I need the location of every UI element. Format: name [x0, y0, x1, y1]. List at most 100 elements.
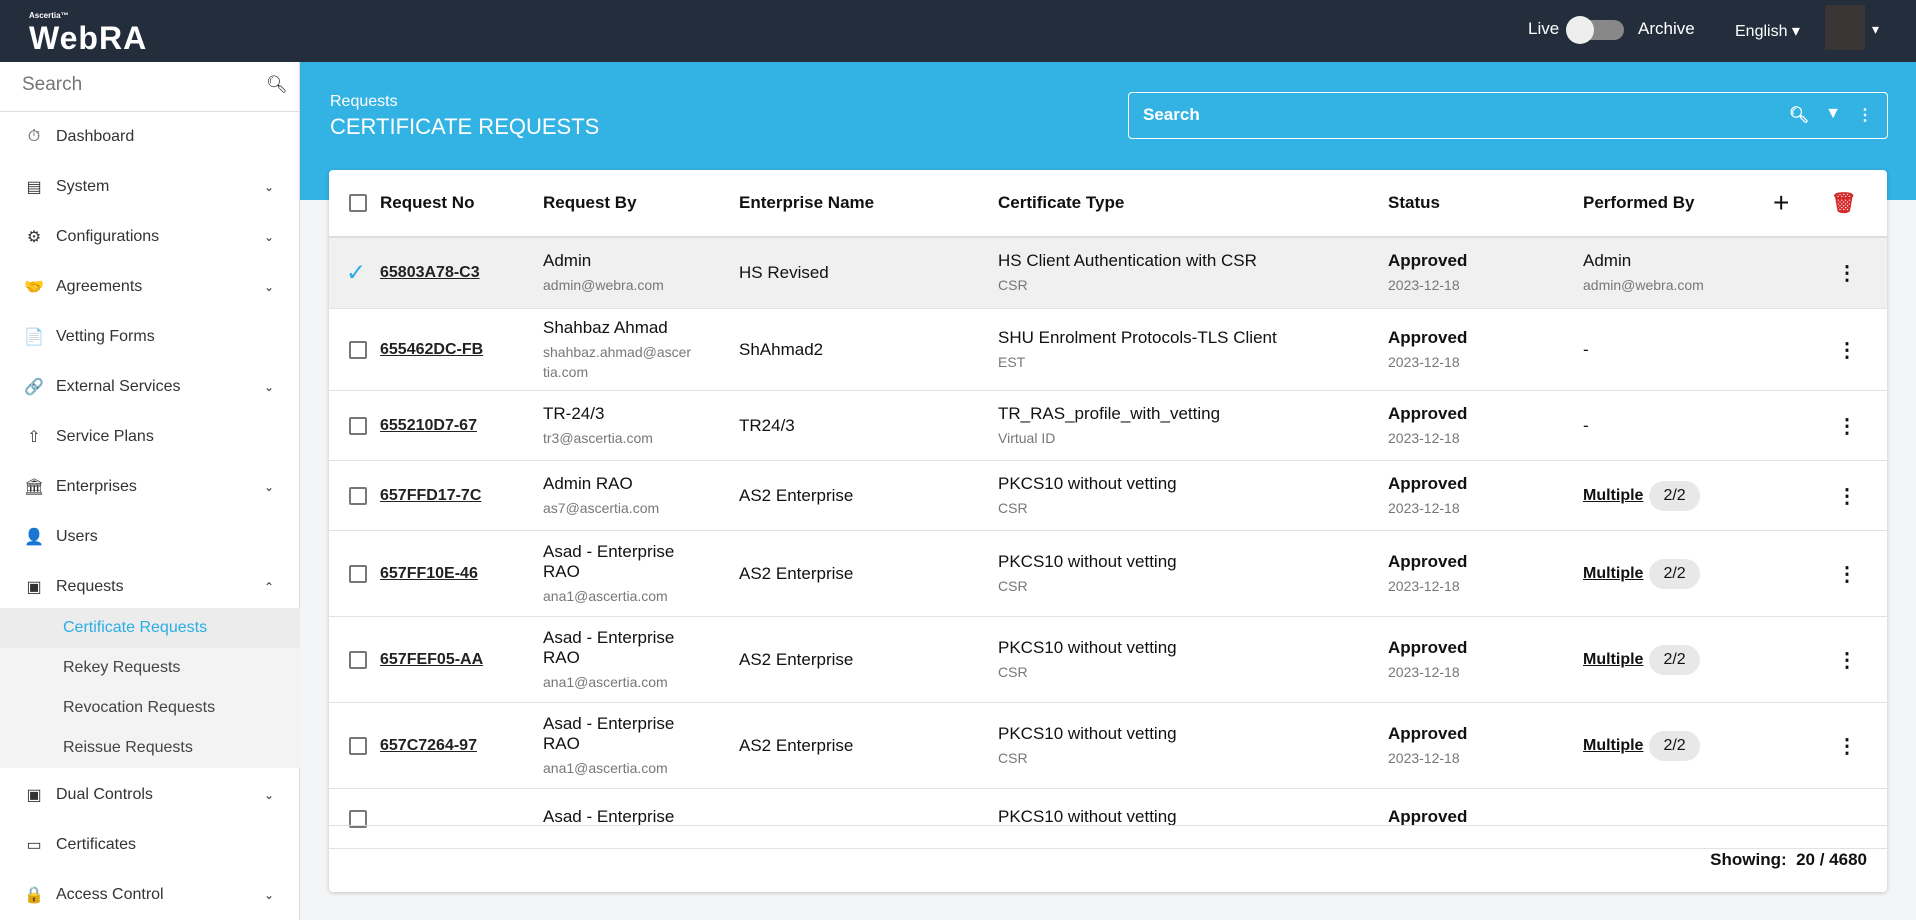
live-label: Live — [1528, 19, 1560, 38]
table-row[interactable]: 655462DC-FB Shahbaz Ahmad shahbaz.ahmad@as… — [329, 309, 1887, 391]
request-id-link[interactable]: 657FEF05-AA — [380, 650, 484, 668]
user-menu-caret-icon[interactable]: ▾ — [1872, 21, 1880, 37]
col-request-no[interactable]: Request No — [380, 193, 475, 212]
cert-type-name: PKCS10 without vetting — [998, 723, 1177, 743]
col-status[interactable]: Status — [1388, 193, 1440, 212]
request-by: Shahbaz Ahmad shahbaz.ahmad@ascertia.com — [543, 318, 693, 382]
multiple-link[interactable]: Multiple — [1583, 564, 1644, 582]
table-row[interactable]: ✓ 65803A78-C3 Admin admin@webra.com HS Revis… — [329, 238, 1887, 309]
sidebar-item-label: Dual Controls — [56, 786, 153, 803]
row-actions-icon[interactable]: ⋮ — [1837, 649, 1857, 671]
sidebar-item-label: Agreements — [56, 278, 143, 295]
sidebar-item-label: Vetting Forms — [56, 328, 155, 345]
row-checkbox[interactable] — [349, 736, 367, 755]
performed-by: - — [1583, 340, 1589, 360]
more-options-icon[interactable]: ⋮ — [1857, 107, 1873, 124]
multiple-link[interactable]: Multiple — [1583, 736, 1644, 754]
table-row[interactable]: 657FFD17-7C Admin RAO as7@ascertia.com AS2 … — [329, 461, 1887, 531]
row-actions-icon[interactable]: ⋮ — [1837, 339, 1857, 361]
col-cert-type[interactable]: Certificate Type — [998, 193, 1125, 212]
row-actions-icon[interactable]: ⋮ — [1837, 415, 1857, 437]
col-request-by[interactable]: Request By — [543, 193, 637, 212]
sidebar-item[interactable]: ⇧ Service Plans — [0, 412, 300, 462]
performed-by: Multiple 2/2 — [1583, 558, 1700, 589]
checkmark-icon[interactable]: ✓ — [346, 259, 367, 287]
request-id-link[interactable]: 657FFD17-7C — [380, 486, 482, 504]
search-icon[interactable]: 🔍︎ — [266, 75, 288, 94]
request-id-link[interactable]: 65803A78-C3 — [380, 264, 480, 281]
certificate-type: HS Client Authentication with CSR CSR — [998, 251, 1257, 295]
sidebar-item[interactable]: ▭ Certificates — [0, 820, 300, 870]
row-actions-icon[interactable]: ⋮ — [1837, 735, 1857, 757]
sidebar-subitem[interactable]: Reissue Requests — [0, 728, 300, 768]
table-row[interactable]: 655210D7-67 TR-24/3 tr3@ascertia.com TR24/3… — [329, 391, 1887, 461]
enterprise-name: ShAhmad2 — [739, 339, 824, 359]
requester-name: Asad - Enterprise RAO — [543, 627, 675, 667]
cert-type-name: SHU Enrolment Protocols-TLS Client — [998, 327, 1277, 347]
select-all-checkbox[interactable] — [349, 194, 367, 212]
status: Approved 2023-12-18 — [1388, 404, 1467, 448]
performed-by: - — [1583, 416, 1589, 436]
certificate-type: PKCS10 without vetting CSR — [998, 552, 1177, 596]
col-enterprise[interactable]: Enterprise Name — [739, 193, 875, 212]
filter-icon[interactable]: ▼ — [1825, 105, 1841, 122]
language-dropdown[interactable]: English ▾ — [1735, 23, 1800, 40]
page-title: CERTIFICATE REQUESTS — [330, 114, 600, 139]
sidebar-item[interactable]: 🤝 Agreements ⌄ — [0, 262, 300, 312]
multiple-link[interactable]: Multiple — [1583, 650, 1644, 668]
col-performed-by[interactable]: Performed By — [1583, 193, 1695, 212]
table-row[interactable]: Asad - Enterprise PKCS10 without vetting A… — [329, 789, 1887, 849]
cert-type-name: PKCS10 without vetting — [998, 806, 1177, 826]
logo[interactable]: WebRA — [29, 20, 148, 56]
sidebar-item[interactable]: 📄 Vetting Forms — [0, 312, 300, 362]
request-id-link[interactable]: 657FF10E-46 — [380, 564, 478, 582]
delete-icon[interactable]: 🗑︎ — [1831, 192, 1857, 215]
row-checkbox[interactable] — [349, 416, 367, 435]
sidebar-item[interactable]: 🏛 Enterprises ⌄ — [0, 462, 300, 512]
sidebar-item[interactable]: ▣ Dual Controls ⌄ — [0, 770, 300, 820]
status-text: Approved — [1388, 723, 1468, 743]
sidebar-item[interactable]: ▤ System ⌄ — [0, 162, 300, 212]
status-date: 2023-12-18 — [1388, 499, 1460, 516]
sidebar-item[interactable]: 🔗 External Services ⌄ — [0, 362, 300, 412]
live-archive-toggle[interactable] — [1566, 16, 1624, 44]
table-row[interactable]: 657FF10E-46 Asad - Enterprise RAO ana1@asc… — [329, 531, 1887, 617]
sidebar-subitem[interactable]: Certificate Requests — [0, 608, 300, 648]
row-checkbox[interactable] — [349, 340, 367, 359]
table-row[interactable]: 657FEF05-AA Asad - Enterprise RAO ana1@asc… — [329, 617, 1887, 703]
row-checkbox[interactable] — [349, 809, 367, 828]
row-actions-icon[interactable]: ⋮ — [1837, 485, 1857, 507]
sidebar-subitem[interactable]: Rekey Requests — [0, 648, 300, 688]
request-search-input[interactable] — [1143, 105, 1370, 125]
request-id-link[interactable]: 655210D7-67 — [380, 416, 477, 434]
search-icon[interactable]: 🔍︎ — [1788, 107, 1810, 124]
sidebar-subitem[interactable]: Revocation Requests — [0, 688, 300, 728]
row-actions-icon[interactable]: ⋮ — [1837, 563, 1857, 585]
row-checkbox[interactable] — [349, 650, 367, 669]
requester-name: Admin RAO — [543, 473, 633, 493]
sidebar-item[interactable]: ▣ Requests ⌃ — [0, 562, 300, 612]
chevron-icon: ⌄ — [264, 180, 275, 194]
request-id-link[interactable]: 655462DC-FB — [380, 340, 484, 358]
sidebar-item[interactable]: 🔒 Access Control ⌄ — [0, 870, 300, 920]
sidebar-search-input[interactable] — [22, 74, 252, 96]
breadcrumb[interactable]: Requests — [330, 93, 398, 110]
cert-type-name: PKCS10 without vetting — [998, 551, 1177, 571]
approval-count-badge: 2/2 — [1649, 730, 1700, 761]
sidebar-item[interactable]: ⏱ Dashboard — [0, 112, 300, 162]
chevron-icon: ⌃ — [264, 580, 275, 594]
requester-name: Shahbaz Ahmad — [543, 317, 668, 337]
add-icon[interactable]: + — [1773, 187, 1790, 218]
row-checkbox[interactable] — [349, 486, 367, 505]
sidebar-item[interactable]: ⚙ Configurations ⌄ — [0, 212, 300, 262]
avatar[interactable] — [1825, 5, 1865, 50]
row-checkbox[interactable] — [349, 564, 367, 583]
sidebar-item-label: Access Control — [56, 886, 164, 903]
row-actions-icon[interactable]: ⋮ — [1837, 262, 1857, 285]
request-id-link[interactable]: 657C7264-97 — [380, 736, 477, 754]
sidebar-item[interactable]: 👤 Users — [0, 512, 300, 562]
performer-name: Admin — [1583, 251, 1632, 270]
enterprise-name: TR24/3 — [739, 415, 795, 435]
table-row[interactable]: 657C7264-97 Asad - Enterprise RAO ana1@asc… — [329, 703, 1887, 789]
multiple-link[interactable]: Multiple — [1583, 486, 1644, 504]
